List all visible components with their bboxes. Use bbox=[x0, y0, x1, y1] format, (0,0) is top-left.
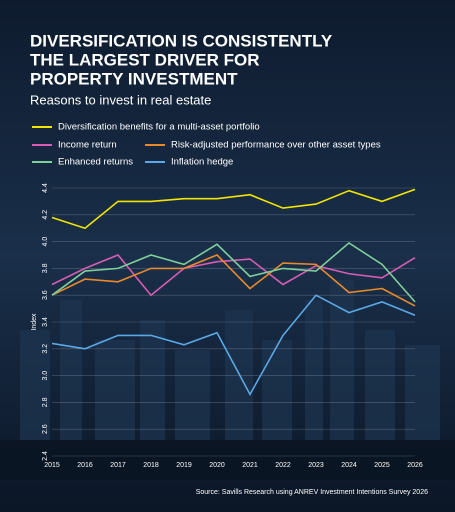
legend-label: Diversification benefits for a multi-ass… bbox=[58, 122, 260, 133]
x-tick-label: 2025 bbox=[374, 462, 390, 469]
x-tick-label: 2024 bbox=[341, 462, 357, 469]
x-tick-label: 2019 bbox=[176, 462, 192, 469]
y-tick-label: 4.4 bbox=[42, 183, 49, 193]
source: Source: Savills Research using ANREV Inv… bbox=[196, 489, 428, 496]
legend-label: Risk-adjusted performance over other ass… bbox=[171, 140, 381, 151]
x-tick-label: 2026 bbox=[407, 462, 423, 469]
skyline bbox=[0, 280, 455, 480]
series-line bbox=[51, 188, 416, 230]
x-tick-label: 2022 bbox=[275, 462, 291, 469]
x-tick-label: 2016 bbox=[77, 462, 93, 469]
series-line bbox=[51, 241, 416, 303]
x-tick-label: 2015 bbox=[44, 462, 60, 469]
y-tick-label: 4.0 bbox=[42, 237, 49, 247]
y-tick-label: 2.6 bbox=[42, 424, 49, 434]
title-line: PROPERTY INVESTMENT bbox=[30, 69, 238, 88]
x-tick-label: 2018 bbox=[143, 462, 159, 469]
title-line: DIVERSIFICATION IS CONSISTENTLY bbox=[30, 31, 333, 50]
x-tick-label: 2021 bbox=[242, 462, 258, 469]
series-line bbox=[51, 254, 416, 307]
series-line bbox=[51, 294, 416, 397]
y-tick-label: 3.6 bbox=[42, 290, 49, 300]
y-tick-label: 2.4 bbox=[42, 451, 49, 461]
y-tick-label: 3.8 bbox=[42, 263, 49, 273]
y-axis-label: Index bbox=[31, 313, 38, 331]
legend-label: Income return bbox=[58, 140, 117, 151]
y-tick-label: 4.2 bbox=[42, 210, 49, 220]
y-tick-label: 3.2 bbox=[42, 344, 49, 354]
legend-label: Inflation hedge bbox=[171, 157, 233, 168]
y-tick-label: 3.0 bbox=[42, 371, 49, 381]
x-tick-label: 2023 bbox=[308, 462, 324, 469]
legend-label: Enhanced returns bbox=[58, 157, 133, 168]
y-tick-label: 3.4 bbox=[42, 317, 49, 327]
x-tick-label: 2020 bbox=[209, 462, 225, 469]
x-tick-label: 2017 bbox=[110, 462, 126, 469]
subtitle: Reasons to invest in real estate bbox=[30, 92, 211, 107]
y-tick-label: 2.8 bbox=[42, 397, 49, 407]
title-line: THE LARGEST DRIVER FOR bbox=[30, 50, 260, 69]
